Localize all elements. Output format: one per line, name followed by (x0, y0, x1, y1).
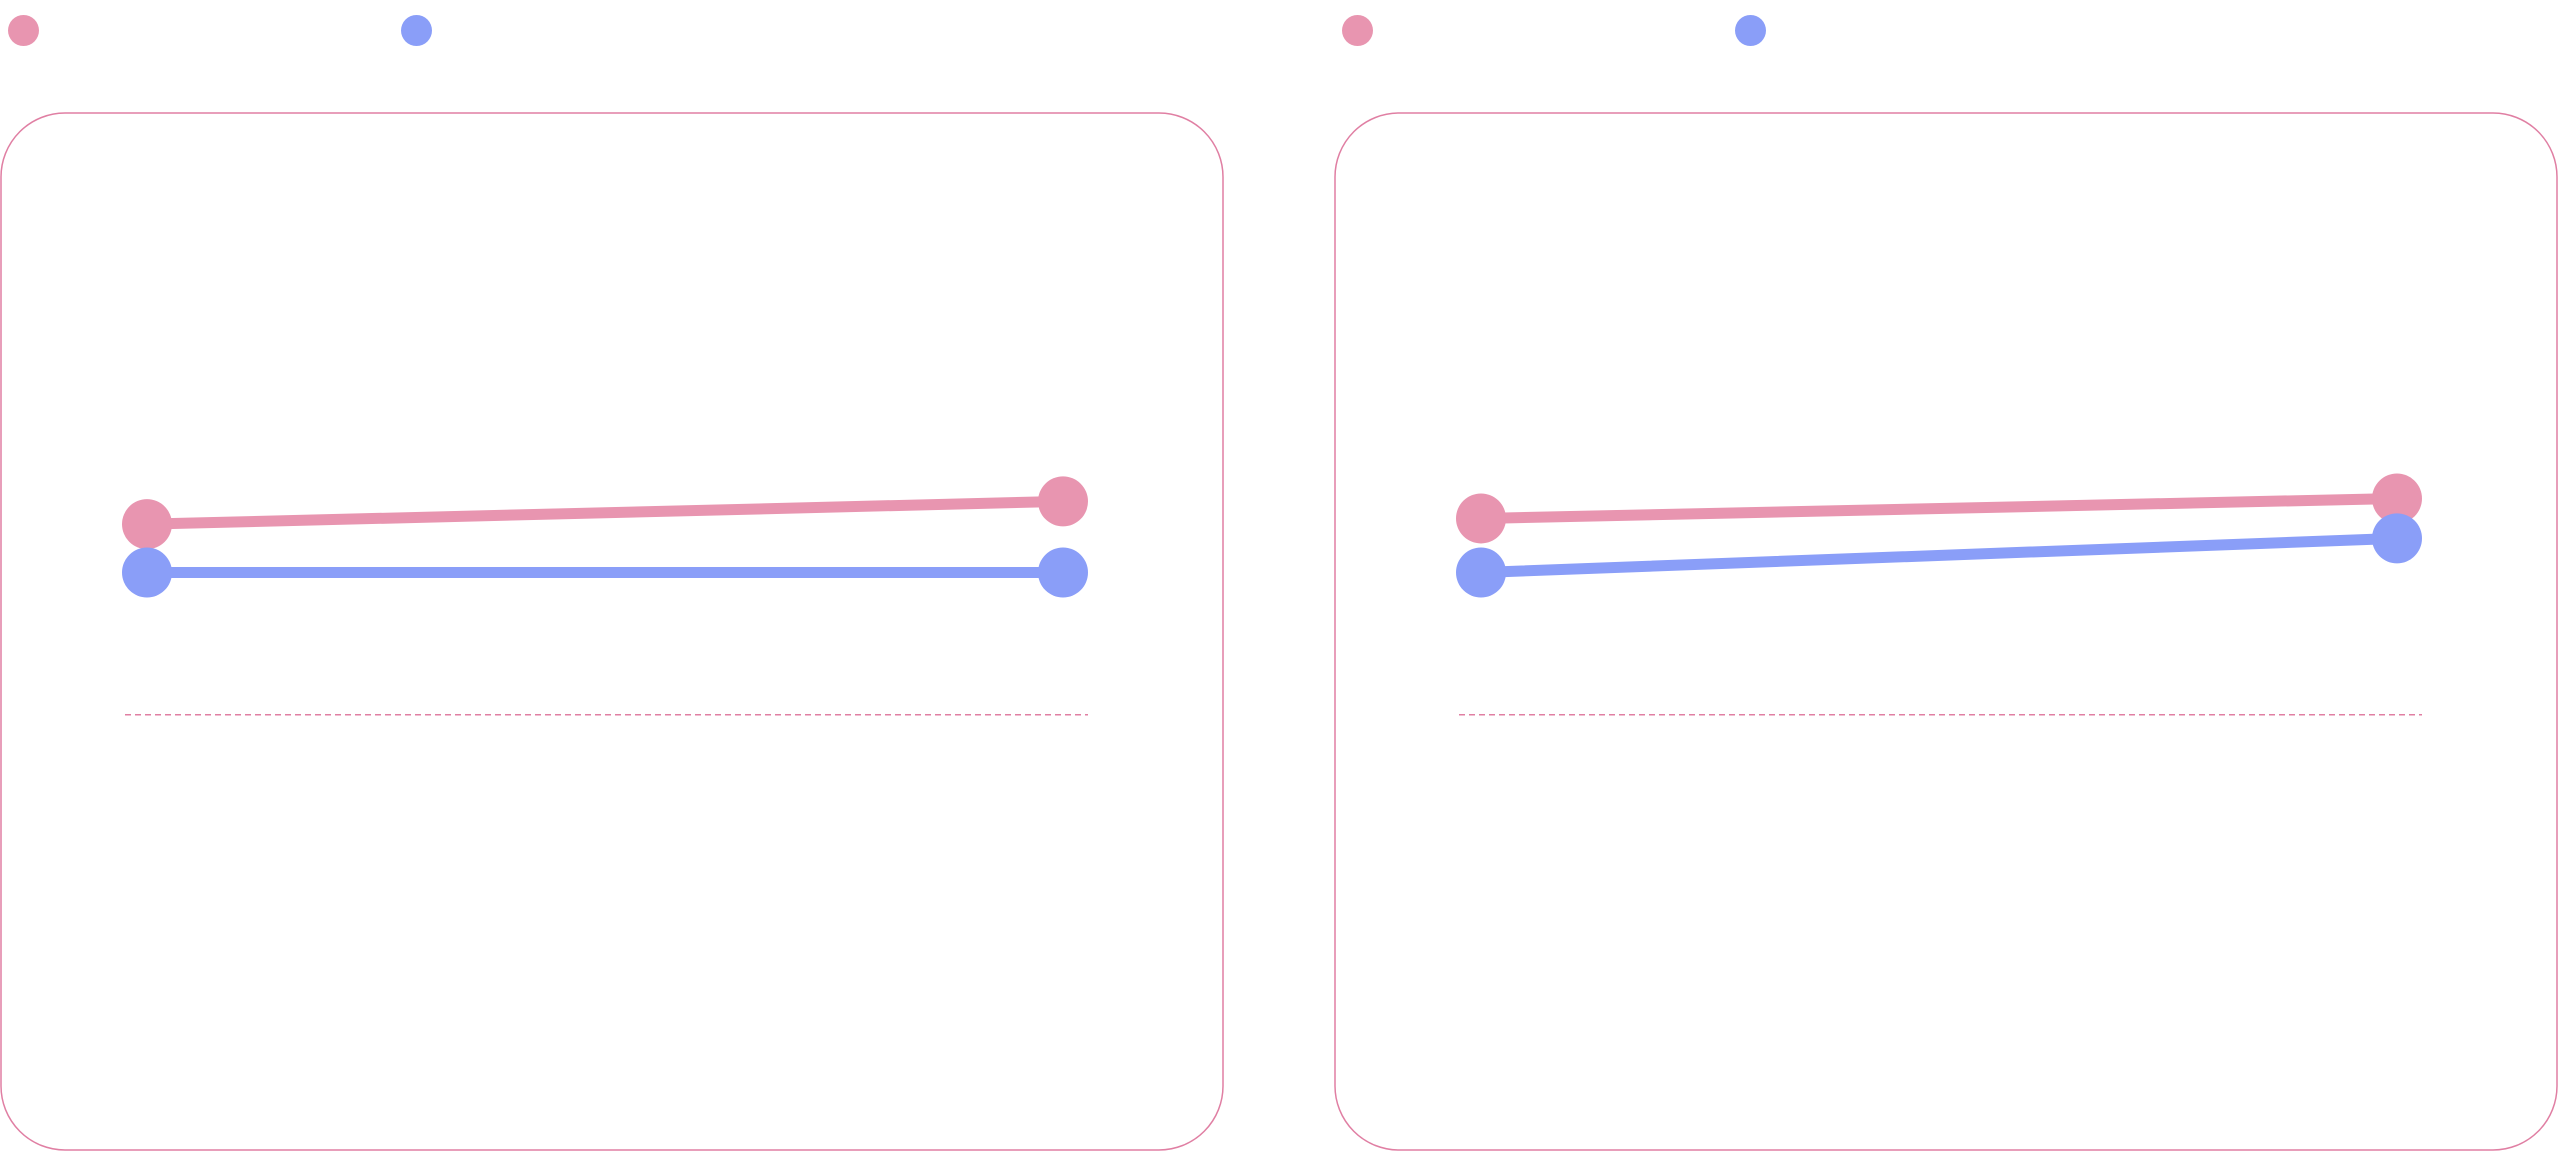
data-point-a-0 (1456, 493, 1506, 544)
data-point-b-1 (1038, 547, 1088, 598)
plot-area (1334, 112, 2558, 1151)
data-point-a-0 (122, 499, 172, 550)
data-point-b-0 (122, 547, 172, 598)
series-line-b (1475, 532, 2403, 578)
series-line-a (1475, 493, 2403, 524)
legend-swatch-series-a (8, 14, 39, 46)
plot-area (0, 112, 1224, 1151)
data-point-a-1 (2372, 473, 2422, 524)
chart-panel-right (1334, 0, 2560, 1152)
data-point-b-0 (1456, 547, 1506, 598)
legend-swatch-series-b (1735, 14, 1766, 46)
data-point-a-1 (1038, 476, 1088, 527)
chart-panel-left (0, 0, 1226, 1152)
legend-item-series-a (1342, 14, 1381, 46)
series-line-a (141, 495, 1069, 530)
legend-item-series-a (8, 14, 47, 46)
legend-item-series-b (1735, 14, 1774, 46)
legend (1342, 14, 2542, 46)
plot-frame (0, 112, 1224, 1151)
legend-swatch-series-a (1342, 14, 1373, 46)
legend-item-series-b (401, 14, 440, 46)
plot-frame (1334, 112, 2558, 1151)
data-point-b-1 (2372, 513, 2422, 564)
legend (8, 14, 1208, 46)
legend-swatch-series-b (401, 14, 432, 46)
